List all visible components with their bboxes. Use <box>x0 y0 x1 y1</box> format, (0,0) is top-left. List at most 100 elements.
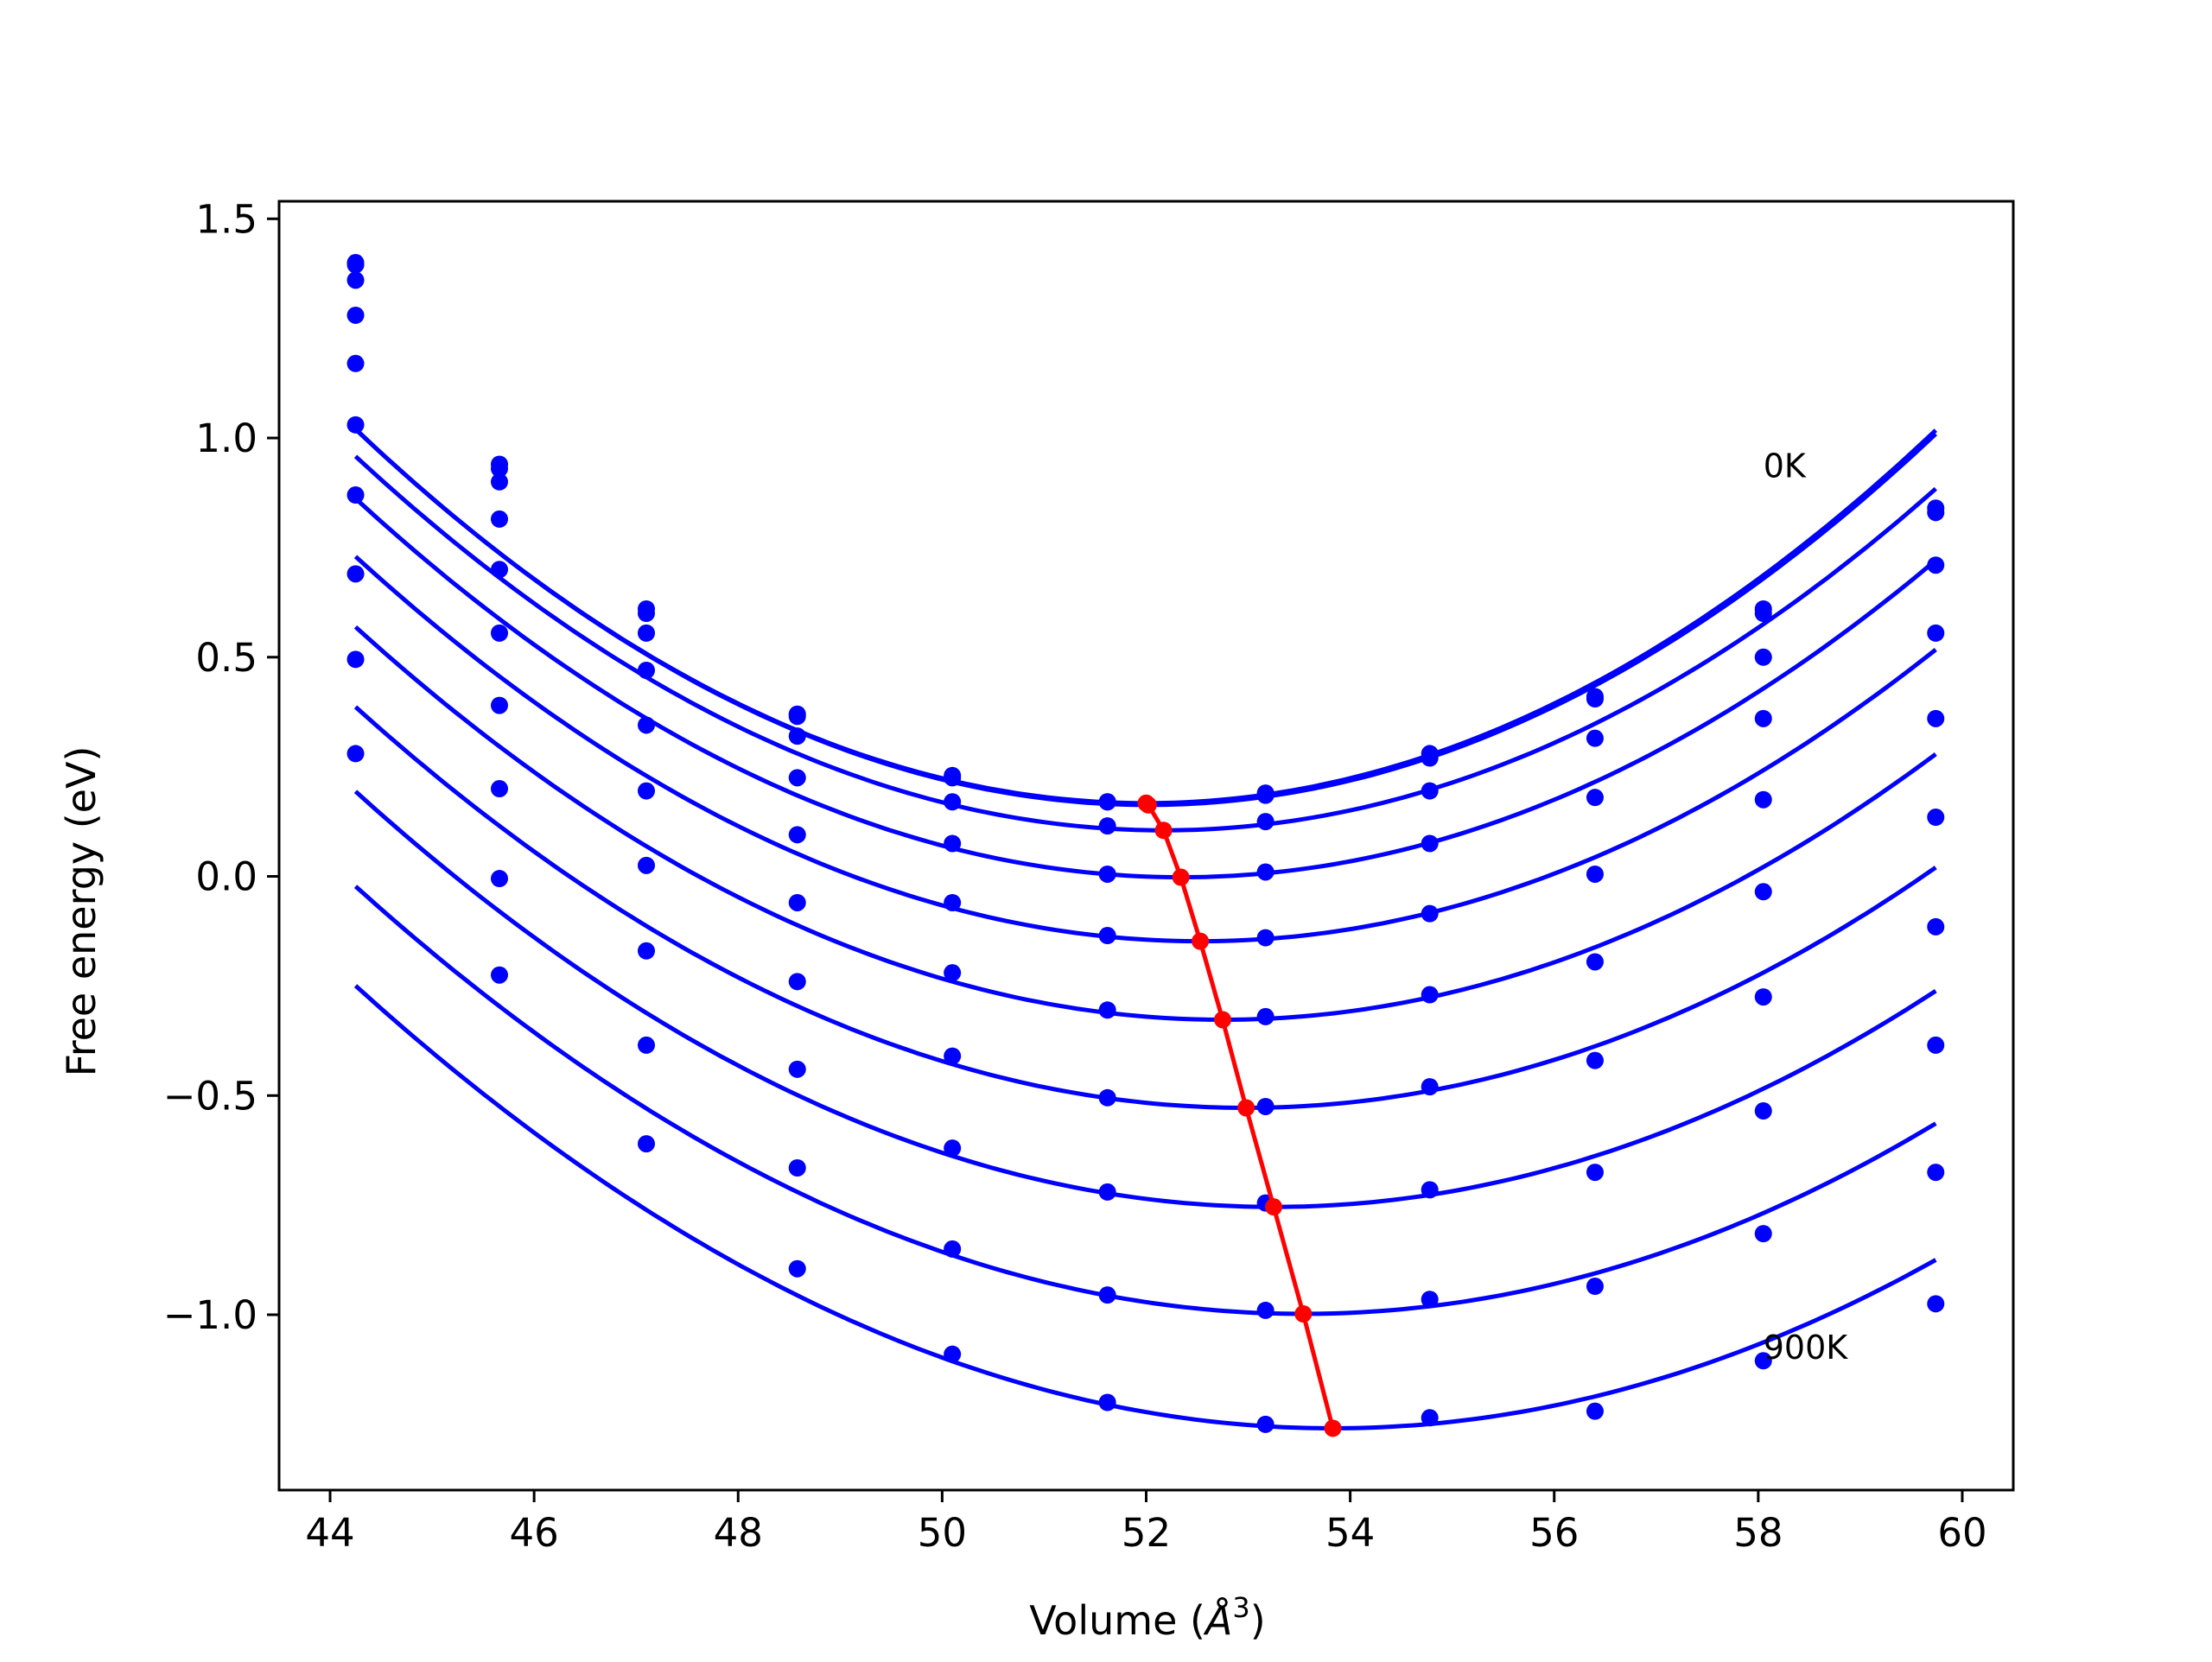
data-point <box>1927 809 1945 827</box>
curves-layer <box>353 427 1938 1430</box>
x-axis-label: Volume (Å3) <box>1029 1591 1265 1644</box>
data-point <box>346 565 365 583</box>
data-point <box>1098 793 1116 811</box>
x-axis-label-unit: Å <box>1203 1597 1232 1644</box>
fit-curve-4 <box>353 555 1937 944</box>
fit-curve-7 <box>353 790 1937 1209</box>
data-point <box>346 745 365 763</box>
data-point <box>1421 749 1439 767</box>
data-point <box>1586 689 1604 707</box>
minimum-point <box>1214 1011 1232 1029</box>
data-point <box>1421 1291 1439 1309</box>
y-tick-label: 0.0 <box>195 854 257 900</box>
data-point <box>491 966 509 984</box>
data-point <box>638 605 656 623</box>
data-point <box>1754 883 1772 901</box>
minimum-point <box>1139 796 1157 814</box>
data-point <box>944 1047 962 1065</box>
fit-curve-2 <box>353 454 1937 833</box>
fit-curve-6 <box>353 705 1937 1111</box>
x-axis-label-suffix: ) <box>1250 1597 1266 1644</box>
data-point <box>346 306 365 324</box>
x-axis-ticks: 44 46 48 50 52 54 56 58 60 <box>305 1490 1987 1556</box>
fit-curve-8 <box>353 885 1937 1316</box>
data-point <box>638 942 656 960</box>
data-point <box>1421 1181 1439 1199</box>
data-point <box>1098 817 1116 835</box>
data-point <box>1754 790 1772 809</box>
data-point <box>1754 988 1772 1006</box>
data-point <box>1927 917 1945 936</box>
data-point <box>1586 953 1604 971</box>
data-point <box>1586 1164 1604 1182</box>
data-point <box>638 662 656 680</box>
data-point <box>1927 624 1945 642</box>
fit-curve-9 <box>353 984 1937 1430</box>
minimum-point <box>1324 1419 1342 1437</box>
data-point <box>491 696 509 714</box>
x-tick-label: 54 <box>1325 1510 1375 1556</box>
data-point <box>1256 1415 1274 1433</box>
data-point <box>788 1060 806 1078</box>
markers-layer <box>346 254 1945 1433</box>
data-point <box>1927 709 1945 727</box>
y-tick-label: −0.5 <box>163 1073 257 1119</box>
x-tick-label: 44 <box>305 1510 354 1556</box>
data-point <box>346 271 365 289</box>
minima-layer <box>1137 794 1342 1437</box>
x-tick-label: 60 <box>1937 1510 1986 1556</box>
data-point <box>944 793 962 811</box>
data-point <box>788 707 806 726</box>
data-point <box>1421 986 1439 1004</box>
data-point <box>491 473 509 491</box>
minimum-point <box>1294 1304 1313 1323</box>
data-point <box>491 510 509 528</box>
data-point <box>1256 863 1274 881</box>
data-point <box>1927 1036 1945 1054</box>
x-tick-label: 48 <box>714 1510 763 1556</box>
fit-curve-0 <box>353 428 1938 806</box>
data-point <box>1098 1286 1116 1304</box>
data-point <box>944 769 962 787</box>
minimum-point <box>1154 821 1173 840</box>
data-point <box>491 460 509 478</box>
data-point <box>1754 1225 1772 1243</box>
minimum-point <box>1265 1198 1283 1216</box>
plot-frame <box>277 200 2015 1492</box>
data-point <box>1754 605 1772 623</box>
data-point <box>1098 1088 1116 1107</box>
data-point <box>944 893 962 911</box>
y-axis-ticks: −1.0 −0.5 0.0 0.5 1.0 1.5 <box>163 196 279 1338</box>
fit-curve-1 <box>353 427 1938 808</box>
data-point <box>638 856 656 874</box>
data-point <box>1586 1278 1604 1296</box>
minimum-point <box>1237 1099 1255 1117</box>
data-point <box>944 1139 962 1158</box>
data-point <box>1421 834 1439 853</box>
minimum-point <box>1172 868 1190 886</box>
data-point <box>491 561 509 579</box>
x-tick-label: 46 <box>510 1510 559 1556</box>
fit-curve-5 <box>353 625 1937 1023</box>
y-axis-label: Free energy (eV) <box>58 746 105 1077</box>
data-point <box>1098 927 1116 945</box>
data-point <box>1256 786 1274 804</box>
data-point <box>346 256 365 274</box>
data-point <box>1256 1007 1274 1025</box>
data-point <box>1927 1295 1945 1313</box>
fit-curve-3 <box>353 497 1937 879</box>
data-point <box>1754 709 1772 727</box>
data-point <box>1421 1078 1439 1096</box>
data-point <box>638 1036 656 1054</box>
data-point <box>638 624 656 642</box>
y-tick-label: 1.5 <box>195 196 257 242</box>
data-point <box>346 354 365 372</box>
x-axis-label-prefix: Volume ( <box>1029 1597 1205 1644</box>
data-point <box>788 893 806 911</box>
data-point <box>346 416 365 434</box>
data-point <box>1754 648 1772 666</box>
data-point <box>788 1159 806 1177</box>
y-tick-label: −1.0 <box>163 1292 257 1338</box>
data-point <box>1421 904 1439 923</box>
